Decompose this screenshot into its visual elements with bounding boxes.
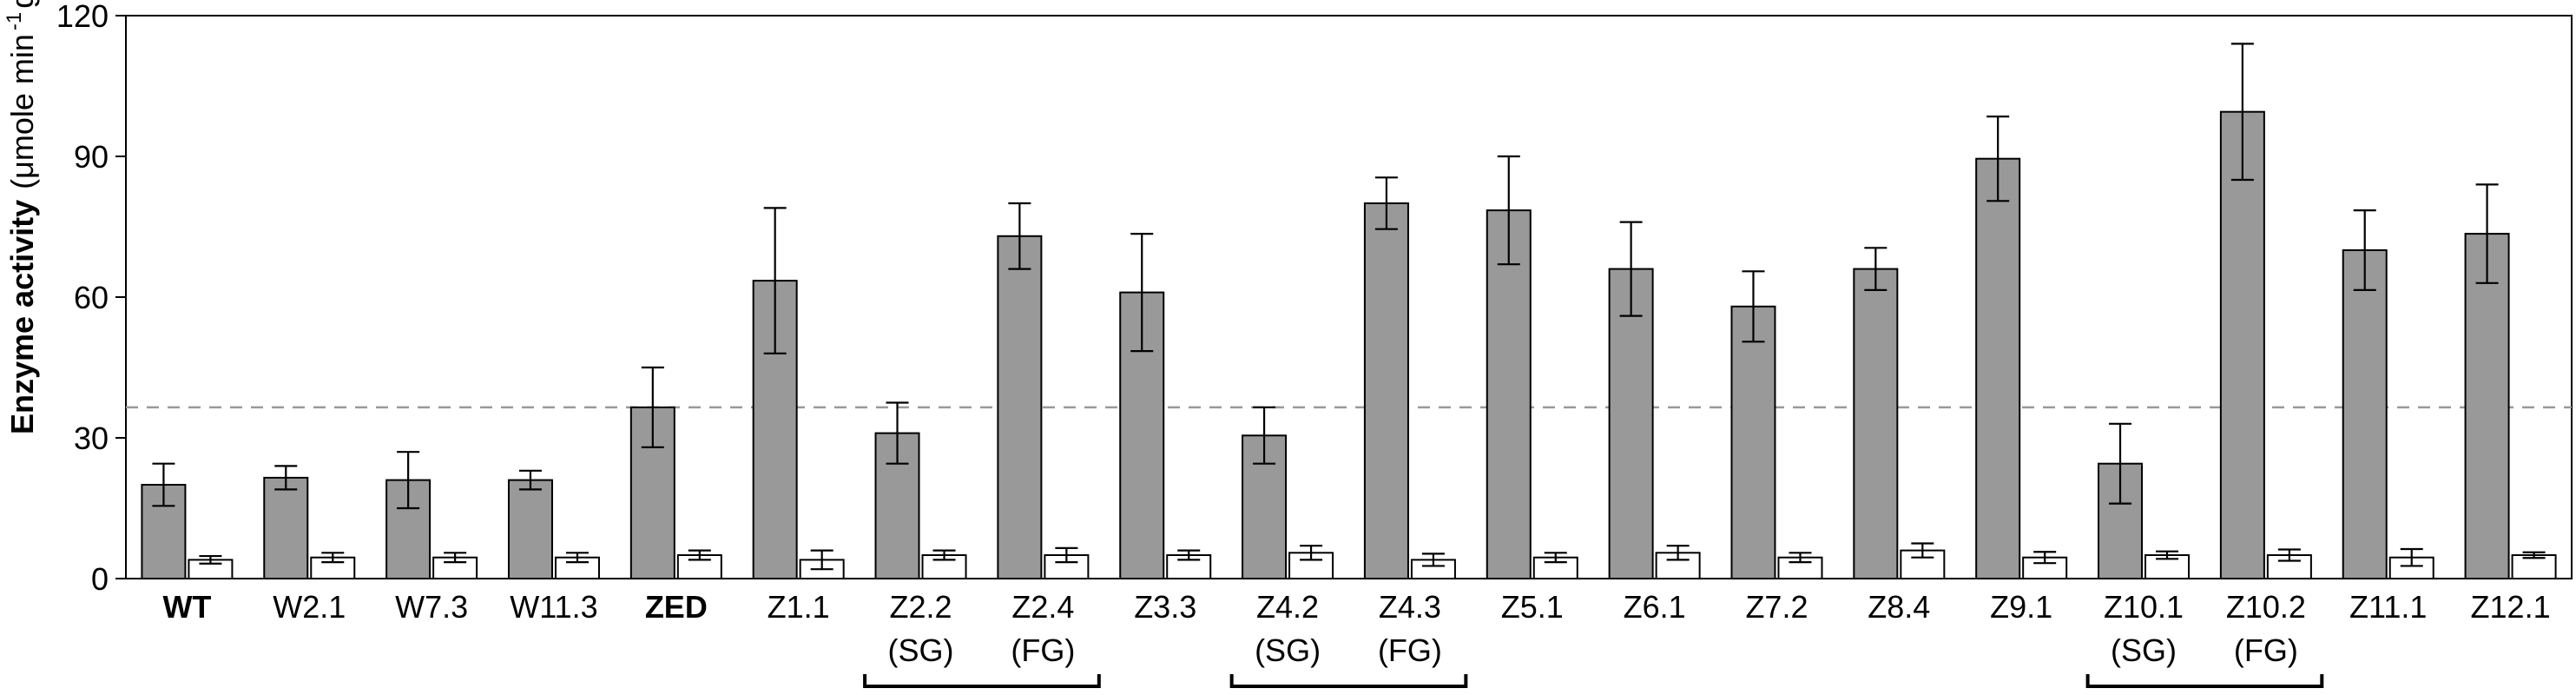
group-sub-label: (SG): [1255, 632, 1321, 668]
x-category-label: Z12.1: [2471, 589, 2551, 625]
group-bracket: [2085, 674, 2324, 688]
y-axis-title-unit-mid: g: [4, 0, 40, 9]
bar-gray: [2342, 249, 2388, 579]
y-tick-label: 60: [74, 280, 109, 315]
bar-gray: [1975, 157, 2021, 579]
group-bracket: [863, 674, 1101, 688]
y-tick-label: 30: [74, 420, 109, 456]
y-tick-label: 120: [56, 0, 109, 34]
group-sub-label: (FG): [1378, 632, 1442, 668]
group-sub-label: (FG): [2234, 632, 2298, 668]
x-category-label: ZED: [645, 589, 708, 625]
group-sub-label: (FG): [1011, 632, 1075, 668]
bar-gray: [1363, 202, 1409, 579]
x-category-label: Z2.2: [890, 589, 952, 625]
bar-white: [676, 554, 722, 579]
x-category-label: Z10.1: [2104, 589, 2184, 625]
x-category-label: Z4.2: [1256, 589, 1319, 625]
x-category-label: Z7.2: [1745, 589, 1808, 625]
y-tick-label: 0: [91, 561, 109, 597]
x-category-label: W2.1: [273, 589, 346, 625]
x-category-label: WT: [162, 589, 211, 625]
bar-gray: [1608, 268, 1654, 579]
x-category-label: W7.3: [395, 589, 468, 625]
x-category-label: Z10.2: [2226, 589, 2306, 625]
y-axis-title-bold: Enzyme activity: [4, 200, 40, 434]
bar-gray: [2464, 233, 2510, 579]
bar-gray: [1853, 268, 1899, 579]
bar-gray: [1486, 209, 1532, 579]
group-sub-label: (SG): [2111, 632, 2177, 668]
x-category-label: Z9.1: [1990, 589, 2052, 625]
y-axis-title-unit-open: (μmole min: [4, 34, 40, 189]
plot-area: 0 30 60 90 120 WT W2.1 W7.3 W11.3 ZED Z1.1 Z2.2 Z2.4…: [56, 0, 2573, 688]
bar-gray: [2219, 110, 2265, 579]
x-category-label: Z3.3: [1134, 589, 1196, 625]
bar-gray: [263, 476, 309, 580]
y-axis-title: Enzyme activity (μmole min -1 g -1 ): [3, 0, 40, 434]
bar-gray: [997, 235, 1043, 579]
bar-gray: [629, 406, 675, 579]
plot-frame: [125, 15, 2573, 579]
x-category-label: Z11.1: [2349, 589, 2427, 625]
group-sub-label: (SG): [888, 632, 954, 668]
x-category-label: Z4.3: [1379, 589, 1441, 625]
svg-text:Enzyme activity (μmole m: Enzyme activity (μmole min -1 g -1 ): [3, 0, 40, 434]
bar-gray: [1730, 305, 1776, 579]
x-category-label: Z5.1: [1501, 589, 1564, 625]
group-bracket: [1229, 674, 1468, 688]
x-category-label: Z8.4: [1868, 589, 1930, 625]
bar-gray: [507, 479, 553, 579]
x-category-label: Z1.1: [768, 589, 830, 625]
x-category-label: Z6.1: [1624, 589, 1686, 625]
y-axis-title-sup-1: -1: [3, 12, 26, 30]
x-category-label: W11.3: [510, 589, 597, 625]
y-tick-label: 90: [74, 139, 109, 175]
x-category-label: Z2.4: [1011, 589, 1074, 625]
